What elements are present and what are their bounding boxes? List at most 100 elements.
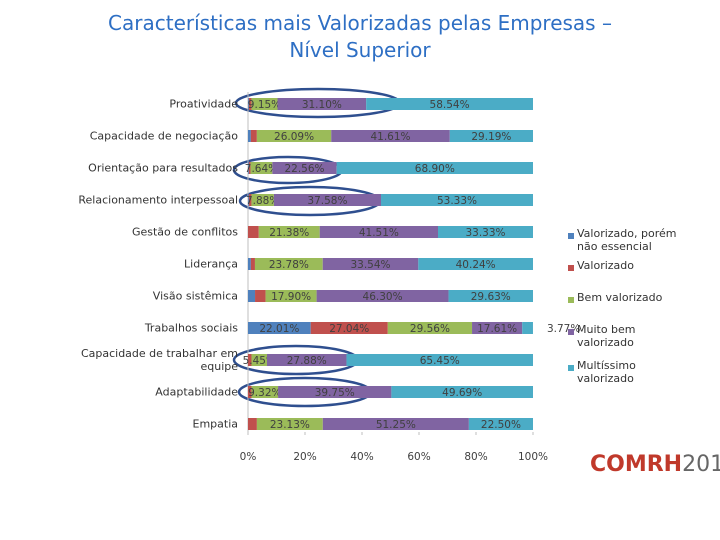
- legend-swatch: [568, 265, 574, 271]
- bar-segment: [248, 226, 259, 238]
- logo-name: COMRH: [590, 452, 683, 477]
- legend-label: Bem valorizado: [577, 291, 663, 304]
- value-label: 17.90%: [271, 291, 311, 303]
- category-label: Trabalhos sociais: [144, 321, 238, 335]
- value-label: 33.33%: [465, 227, 505, 239]
- legend-swatch: [568, 297, 574, 303]
- value-label: 39.75%: [315, 387, 355, 399]
- bar-segment: [248, 98, 249, 110]
- value-label: 51.25%: [376, 419, 416, 431]
- value-label: 22.01%: [259, 323, 299, 335]
- value-label: 41.61%: [370, 131, 410, 143]
- bar-segment: [248, 162, 249, 174]
- value-label: 3.77%: [547, 323, 580, 335]
- bar-segment: [248, 98, 252, 110]
- value-label: 33.54%: [350, 259, 390, 271]
- bar-segment: [267, 354, 347, 366]
- bar-segment: [336, 162, 533, 174]
- bar-segment: [248, 386, 252, 398]
- value-label: 7.88%: [246, 195, 279, 207]
- bar-segment: [248, 354, 252, 366]
- bar-segment: [248, 194, 249, 206]
- value-label: 68.90%: [415, 163, 455, 175]
- bar-segment: [418, 258, 533, 270]
- x-tick-label: 80%: [464, 451, 487, 463]
- bar-segment: [322, 418, 469, 430]
- bar-segment: [250, 258, 255, 270]
- bar-segment: [472, 322, 523, 334]
- category-label: Proatividade: [169, 97, 238, 111]
- bar-segment: [251, 386, 279, 398]
- value-label: 29.19%: [471, 131, 511, 143]
- legend-label: Muito bem valorizado: [577, 323, 636, 349]
- bar-segment: [250, 162, 273, 174]
- value-label: 40.24%: [456, 259, 496, 271]
- value-label: 41.51%: [359, 227, 399, 239]
- legend-label: Valorizado: [577, 259, 635, 272]
- bar-segment: [251, 98, 278, 110]
- bar-segment: [346, 354, 533, 366]
- bar-segment: [258, 226, 320, 238]
- value-label: 58.54%: [430, 99, 470, 111]
- bar-segment: [248, 162, 251, 174]
- x-tick-label: 0%: [240, 451, 257, 463]
- logo: COMRH2014: [590, 452, 720, 477]
- category-label: Gestão de conflitos: [131, 225, 238, 239]
- value-label: 9.15%: [248, 99, 281, 111]
- value-label: 46.30%: [363, 291, 403, 303]
- chart-title: Características mais Valorizadas pelas E…: [108, 11, 612, 62]
- value-label: 65.45%: [420, 355, 460, 367]
- value-label: 37.58%: [307, 195, 347, 207]
- value-label: 22.50%: [481, 419, 521, 431]
- bar-segment: [387, 322, 473, 334]
- logo-year: 2014: [682, 452, 720, 477]
- bar-segment: [277, 98, 367, 110]
- bar-segment: [448, 290, 533, 302]
- category-label: Capacidade de negociação: [89, 129, 238, 143]
- value-label: 7.64%: [245, 163, 278, 175]
- bar-segment: [256, 130, 332, 142]
- category-label: Empatia: [192, 417, 239, 431]
- legend-swatch: [568, 365, 574, 371]
- legend-label: Valorizado, porém não essencial: [577, 227, 677, 253]
- bar-segment: [254, 258, 323, 270]
- value-label: 27.04%: [329, 323, 369, 335]
- value-label: 22.56%: [284, 163, 324, 175]
- value-label: 31.10%: [302, 99, 342, 111]
- value-label: 49.69%: [442, 387, 482, 399]
- bar-segment: [248, 194, 252, 206]
- bar-segment: [273, 194, 382, 206]
- bar-segment: [248, 258, 251, 270]
- value-label: 17.61%: [477, 323, 517, 335]
- value-label: 9.32%: [248, 387, 281, 399]
- bar-segment: [468, 418, 533, 430]
- legend-label: Multíssimo valorizado: [577, 359, 636, 385]
- bar-segment: [322, 258, 419, 270]
- bar-segment: [522, 322, 533, 334]
- bar-segment: [248, 130, 251, 142]
- bar-segment: [250, 130, 257, 142]
- legend-swatch: [568, 233, 574, 239]
- value-label: 23.78%: [269, 259, 309, 271]
- bar-segment: [248, 290, 256, 302]
- category-label: Capacidade de trabalhar em equipe: [80, 347, 238, 373]
- category-label: Adaptabilidade: [155, 385, 238, 399]
- x-tick-label: 20%: [293, 451, 316, 463]
- bar-segment: [251, 354, 268, 366]
- value-label: 23.13%: [270, 419, 310, 431]
- x-tick-label: 40%: [350, 451, 373, 463]
- bar-segment: [265, 290, 317, 302]
- category-label: Orientação para resultados: [88, 161, 238, 175]
- value-label: 21.38%: [269, 227, 309, 239]
- value-label: 27.88%: [287, 355, 327, 367]
- bar-segment: [272, 162, 337, 174]
- bar-segment: [319, 226, 439, 238]
- bar-segment: [256, 418, 323, 430]
- bar-segment: [331, 130, 450, 142]
- bar-segment: [316, 290, 449, 302]
- bar-segment: [310, 322, 388, 334]
- bar-segment: [391, 386, 533, 398]
- value-label: 26.09%: [274, 131, 314, 143]
- bar-segment: [248, 418, 257, 430]
